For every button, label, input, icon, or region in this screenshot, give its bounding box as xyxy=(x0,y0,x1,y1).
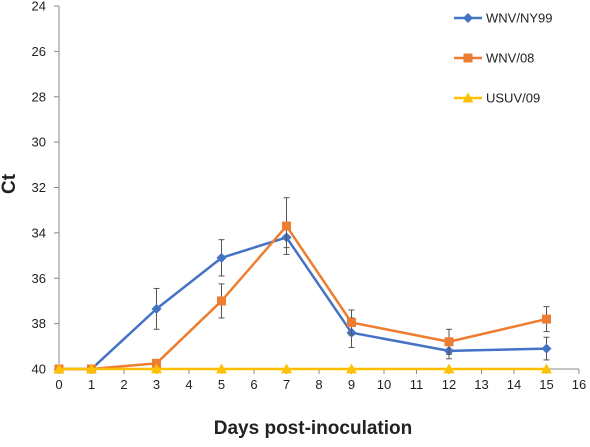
legend-label: WNV/NY99 xyxy=(486,11,552,26)
data-point xyxy=(151,363,162,374)
data-point xyxy=(443,363,455,374)
series-layer xyxy=(53,197,552,374)
legend: WNV/NY99 WNV/08 USUV/09 xyxy=(454,11,552,106)
x-tick-label: 13 xyxy=(474,377,488,392)
data-point xyxy=(217,296,226,306)
x-tick-label: 11 xyxy=(410,377,424,392)
x-tick-label: 12 xyxy=(442,377,456,392)
y-tick-label: 32 xyxy=(32,180,46,195)
x-tick-label: 10 xyxy=(377,377,391,392)
legend-item: USUV/09 xyxy=(454,91,540,106)
legend-label: USUV/09 xyxy=(486,91,540,106)
data-point xyxy=(541,343,552,354)
y-tick-label: 36 xyxy=(32,271,46,286)
x-axis-title: Days post-inoculation xyxy=(214,418,412,439)
data-point xyxy=(86,363,97,374)
x-tick-label: 15 xyxy=(539,377,553,392)
data-point xyxy=(151,303,162,314)
series-line xyxy=(59,224,547,371)
x-tick-label: 14 xyxy=(507,377,521,392)
series-wnv-08 xyxy=(54,197,551,374)
x-tick-label: 4 xyxy=(185,377,192,392)
data-point xyxy=(53,363,65,374)
y-tick-label: 28 xyxy=(32,89,46,104)
y-tick-label: 26 xyxy=(32,44,46,59)
y-tick-label: 38 xyxy=(32,316,46,331)
x-tick-label: 16 xyxy=(572,377,586,392)
data-point xyxy=(216,252,227,263)
x-tick-label: 8 xyxy=(315,377,322,392)
data-point xyxy=(281,363,292,374)
legend-swatch-marker xyxy=(462,92,474,103)
legend-label: WNV/08 xyxy=(486,51,534,66)
y-tick-label: 30 xyxy=(32,135,46,150)
y-tick-label: 24 xyxy=(32,0,46,14)
y-tick-label: 40 xyxy=(32,362,46,377)
data-point xyxy=(152,358,161,368)
x-tick-label: 3 xyxy=(153,377,160,392)
x-tick-label: 2 xyxy=(120,377,127,392)
data-point xyxy=(541,363,552,374)
data-point xyxy=(444,337,454,347)
x-tick-label: 6 xyxy=(250,377,257,392)
data-point xyxy=(542,314,551,324)
legend-item: WNV/NY99 xyxy=(454,11,552,26)
y-tick-label: 34 xyxy=(32,225,46,240)
x-tick-label: 0 xyxy=(55,377,62,392)
legend-swatch-marker xyxy=(463,53,473,63)
data-point xyxy=(346,363,357,374)
x-tick-label: 1 xyxy=(88,377,95,392)
series-wnv-ny99 xyxy=(54,226,552,374)
data-point xyxy=(216,363,227,374)
data-point xyxy=(282,221,291,231)
y-axis-title: Ct xyxy=(0,173,20,194)
x-tick-label: 7 xyxy=(283,377,290,392)
series-line xyxy=(59,236,547,371)
legend-swatch-marker xyxy=(463,13,473,23)
data-point xyxy=(347,317,356,327)
x-tick-label: 5 xyxy=(218,377,225,392)
x-tick-label: 9 xyxy=(348,377,355,392)
series-usuv-09 xyxy=(53,363,552,374)
legend-item: WNV/08 xyxy=(454,51,534,66)
